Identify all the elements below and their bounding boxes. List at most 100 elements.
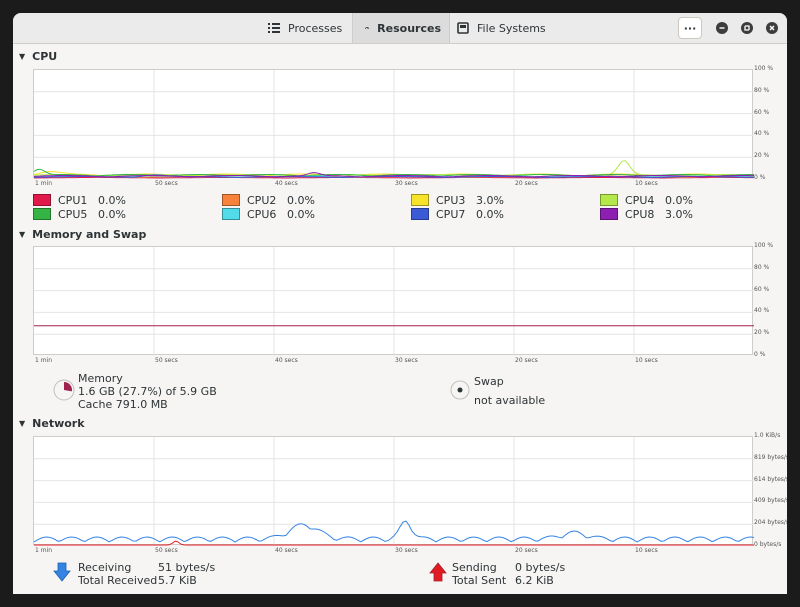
total-sent-value: 6.2 KiB xyxy=(515,574,554,587)
tab-resources[interactable]: Resources xyxy=(352,13,450,43)
color-swatch[interactable] xyxy=(600,208,618,220)
collapse-arrow-icon: ▼ xyxy=(19,419,26,428)
memory-x-tick-label: 1 min xyxy=(35,357,53,364)
network-y-tick-label: 614 bytes/s xyxy=(754,475,787,483)
close-button[interactable] xyxy=(766,22,778,34)
network-x-tick-label: 20 secs xyxy=(515,547,538,554)
cpu-legend-name: CPU3 xyxy=(436,194,466,207)
memory-x-tick-label: 10 secs xyxy=(635,357,658,364)
cpu-legend-value: 3.0% xyxy=(476,194,504,207)
cpu-legend-name: CPU4 xyxy=(625,194,655,207)
swap-label: Swap xyxy=(474,375,504,388)
cpu-legend-value: 0.0% xyxy=(98,194,126,207)
network-section-header[interactable]: ▼ Network xyxy=(19,417,85,430)
cpu-legend-name: CPU5 xyxy=(58,208,88,221)
network-x-tick-label: 30 secs xyxy=(395,547,418,554)
memory-info: Memory 1.6 GB (27.7%) of 5.9 GB Cache 79… xyxy=(78,372,217,411)
swap-pie-chart xyxy=(450,380,470,400)
cpu-legend-item[interactable]: CPU4 0.0% xyxy=(600,194,693,207)
cpu-legend-name: CPU7 xyxy=(436,208,466,221)
network-graph-canvas xyxy=(34,437,754,546)
cpu-legend-name: CPU8 xyxy=(625,208,655,221)
memory-pie-chart xyxy=(53,379,75,401)
network-y-tick-label: 819 bytes/s xyxy=(754,453,787,461)
cpu-legend-value: 0.0% xyxy=(665,194,693,207)
memory-section-header[interactable]: ▼ Memory and Swap xyxy=(19,228,146,241)
maximize-button[interactable] xyxy=(741,22,753,34)
sending-series-line xyxy=(34,540,754,546)
cpu-legend-item[interactable]: CPU1 0.0% xyxy=(33,194,126,207)
cpu-legend-name: CPU6 xyxy=(247,208,277,221)
memory-graph-canvas xyxy=(34,247,754,356)
sending-label: Sending xyxy=(452,561,497,574)
cpu-legend-value: 3.0% xyxy=(665,208,693,221)
cpu-legend-item[interactable]: CPU2 0.0% xyxy=(222,194,315,207)
cpu-legend-item[interactable]: CPU6 0.0% xyxy=(222,208,315,221)
memory-x-tick-label: 20 secs xyxy=(515,357,538,364)
cpu-section-title: CPU xyxy=(32,50,58,63)
cpu-legend-item[interactable]: CPU8 3.0% xyxy=(600,208,693,221)
cpu-legend-item[interactable]: CPU5 0.0% xyxy=(33,208,126,221)
cpu-graph-canvas xyxy=(34,70,754,179)
collapse-arrow-icon: ▼ xyxy=(19,230,26,239)
total-received-label: Total Received xyxy=(78,574,158,587)
color-swatch[interactable] xyxy=(33,194,51,206)
memory-y-tick-label: 40 % xyxy=(754,307,770,315)
menu-button[interactable]: ··· xyxy=(678,17,702,39)
network-section-title: Network xyxy=(32,417,85,430)
network-x-tick-label: 50 secs xyxy=(155,547,178,554)
cpu-legend-value: 0.0% xyxy=(287,194,315,207)
list-icon xyxy=(268,23,280,33)
collapse-arrow-icon: ▼ xyxy=(19,52,26,61)
memory-x-tick-label: 30 secs xyxy=(395,357,418,364)
cpu-series-line-1 xyxy=(34,177,754,179)
cpu-legend-value: 0.0% xyxy=(287,208,315,221)
cpu-legend-name: CPU1 xyxy=(58,194,88,207)
cpu-y-tick-label: 60 % xyxy=(754,108,770,116)
cpu-x-tick-label: 40 secs xyxy=(275,180,298,187)
cpu-legend-item[interactable]: CPU7 0.0% xyxy=(411,208,504,221)
memory-x-tick-label: 40 secs xyxy=(275,357,298,364)
network-y-tick-label: 0 bytes/s xyxy=(754,541,782,548)
drive-icon xyxy=(457,22,469,34)
tab-processes[interactable]: Processes xyxy=(256,13,354,43)
download-arrow-icon xyxy=(53,562,71,582)
sending-value: 0 bytes/s xyxy=(515,561,566,574)
tab-resources-label: Resources xyxy=(377,21,441,35)
close-icon xyxy=(769,25,775,31)
color-swatch[interactable] xyxy=(600,194,618,206)
cpu-legend-item[interactable]: CPU3 3.0% xyxy=(411,194,504,207)
color-swatch[interactable] xyxy=(33,208,51,220)
total-received-value: 5.7 KiB xyxy=(158,574,197,587)
cpu-history-graph xyxy=(33,69,754,179)
color-swatch[interactable] xyxy=(222,208,240,220)
cpu-series-line-8 xyxy=(34,172,754,178)
header-bar: Processes Resources File Systems ··· xyxy=(13,13,787,44)
network-x-tick-label: 10 secs xyxy=(635,547,658,554)
cpu-x-tick-label: 20 secs xyxy=(515,180,538,187)
cpu-y-tick-label: 40 % xyxy=(754,130,770,138)
network-y-tick-label: 1.0 KiB/s xyxy=(754,432,781,439)
memory-cache: Cache 791.0 MB xyxy=(78,398,168,411)
color-swatch[interactable] xyxy=(411,194,429,206)
cpu-section-header[interactable]: ▼ CPU xyxy=(19,50,57,63)
cpu-y-tick-label: 80 % xyxy=(754,86,770,94)
color-swatch[interactable] xyxy=(411,208,429,220)
memory-section-title: Memory and Swap xyxy=(32,228,147,241)
color-swatch[interactable] xyxy=(222,194,240,206)
cpu-legend-value: 0.0% xyxy=(476,208,504,221)
network-x-tick-label: 1 min xyxy=(35,547,53,554)
cpu-series-line-7 xyxy=(34,174,754,179)
network-y-tick-label: 409 bytes/s xyxy=(754,497,787,505)
cpu-y-tick-label: 0 % xyxy=(754,174,766,181)
tab-file-systems[interactable]: File Systems xyxy=(445,13,558,43)
minimize-button[interactable] xyxy=(716,22,728,34)
cpu-y-tick-label: 20 % xyxy=(754,152,770,160)
memory-usage: 1.6 GB (27.7%) of 5.9 GB xyxy=(78,385,217,398)
memory-y-tick-label: 60 % xyxy=(754,285,770,293)
cpu-x-tick-label: 10 secs xyxy=(635,180,658,187)
receiving-series-line xyxy=(34,520,754,543)
cpu-legend-name: CPU2 xyxy=(247,194,277,207)
cpu-x-tick-label: 50 secs xyxy=(155,180,178,187)
memory-history-graph xyxy=(33,246,754,356)
